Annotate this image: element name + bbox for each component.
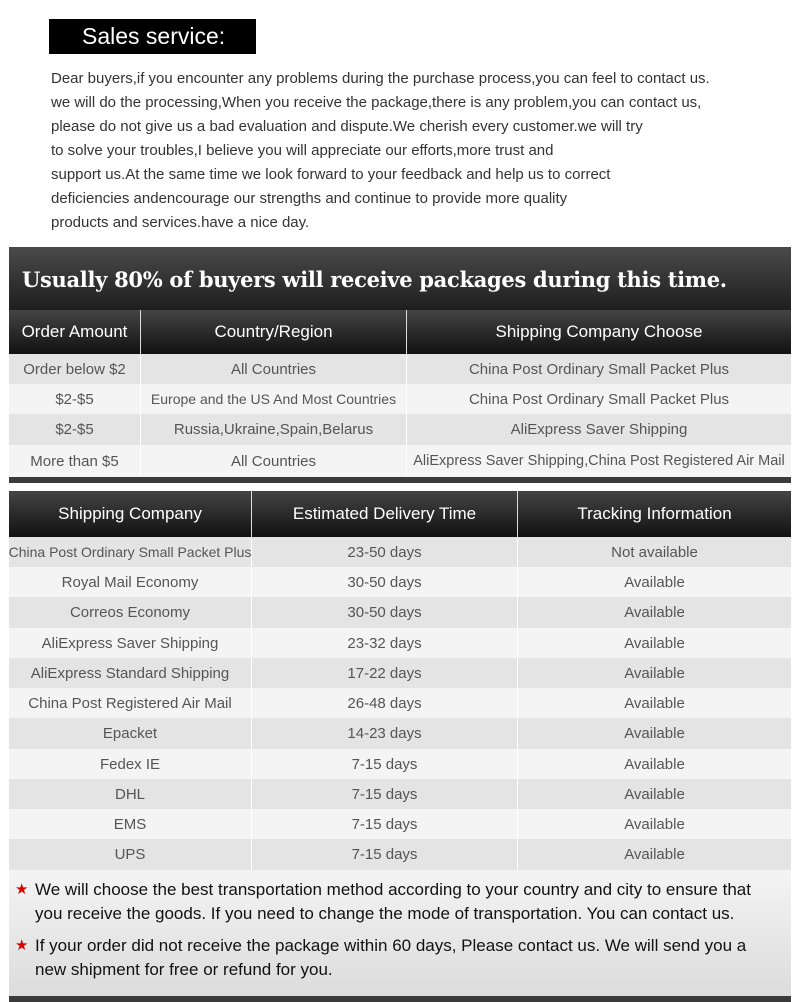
table-cell: China Post Ordinary Small Packet Plus: [468, 390, 730, 408]
table-cell: Available: [624, 573, 685, 591]
intro-line: to solve your troubles,I believe you wil…: [51, 142, 554, 159]
table-cell: 7-15 days: [252, 749, 518, 779]
table-cell: All Countries: [141, 354, 407, 384]
note-item: ★ We will choose the best transportation …: [15, 878, 781, 926]
table-cell: China Post Ordinary Small Packet Plus: [9, 537, 252, 567]
intro-line: we will do the processing,When you recei…: [51, 94, 702, 111]
table-row: Epacket 14-23 days Available: [9, 718, 791, 749]
table-cell: Order below $2: [9, 354, 141, 384]
table-cell: Fedex IE: [9, 749, 252, 779]
table-cell: Available: [624, 785, 685, 803]
delivery-banner: Usually 80% of buyers will receive packa…: [9, 247, 791, 310]
table-cell: 7-15 days: [252, 809, 518, 839]
table-cell: Available: [624, 604, 685, 621]
table-row: More than $5 All Countries AliExpress Save…: [9, 445, 791, 477]
table-cell: 7-15 days: [252, 779, 518, 809]
table-cell: 30-50 days: [252, 567, 518, 597]
table-cell: Available: [624, 634, 685, 652]
table-row: AliExpress Saver Shipping 23-32 days Avail…: [9, 628, 791, 658]
table-cell: Available: [624, 846, 685, 863]
column-header: Order Amount: [9, 310, 141, 354]
table-cell: 17-22 days: [252, 658, 518, 688]
table-cell: Royal Mail Economy: [9, 567, 252, 597]
divider: [9, 996, 791, 1002]
table-cell: 23-32 days: [252, 628, 518, 658]
table-row: DHL 7-15 days Available: [9, 779, 791, 809]
column-header: Country/Region: [141, 310, 407, 354]
table-cell: Available: [624, 725, 685, 742]
table-cell: AliExpress Standard Shipping: [9, 658, 252, 688]
note-text: We will choose the best transportation m…: [35, 880, 751, 923]
intro-line: please do not give us a bad evaluation a…: [51, 118, 643, 135]
table-row: Correos Economy 30-50 days Available: [9, 597, 791, 628]
shipping-company-table: Shipping Company Estimated Delivery Time T…: [9, 491, 791, 1002]
table-cell: Available: [624, 755, 685, 773]
note-text: If your order did not receive the packag…: [35, 936, 747, 979]
table-cell: AliExpress Saver Shipping,China Post Reg…: [413, 453, 785, 469]
column-header: Shipping Company Choose: [495, 322, 703, 341]
column-header: Estimated Delivery Time: [252, 491, 518, 537]
notes: ★ We will choose the best transportation …: [9, 870, 791, 996]
table-row: Royal Mail Economy 30-50 days Available: [9, 567, 791, 597]
table-cell: Available: [624, 815, 685, 833]
table-cell: Available: [624, 694, 685, 712]
table-row: China Post Ordinary Small Packet Plus 23-…: [9, 537, 791, 567]
table-row: UPS 7-15 days Available: [9, 839, 791, 870]
table-cell: $2-$5: [9, 384, 141, 414]
table-cell: Correos Economy: [9, 597, 252, 628]
intro-line: products and services.have a nice day.: [51, 214, 310, 231]
column-header: Tracking Information: [577, 504, 732, 523]
star-icon: ★: [15, 881, 29, 898]
table-cell: Europe and the US And Most Countries: [141, 384, 407, 414]
table-row: China Post Registered Air Mail 26-48 days…: [9, 688, 791, 718]
order-amount-table: Usually 80% of buyers will receive packa…: [9, 247, 791, 483]
sales-service-title: Sales service:: [49, 19, 256, 54]
intro-line: Dear buyers,if you encounter any problem…: [51, 70, 710, 87]
divider: [9, 477, 791, 483]
table-cell: DHL: [9, 779, 252, 809]
note-item: ★ If your order did not receive the packa…: [15, 934, 781, 982]
table-row: Fedex IE 7-15 days Available: [9, 749, 791, 779]
table-cell: 23-50 days: [252, 537, 518, 567]
table-cell: Not available: [611, 543, 698, 561]
table-cell: Russia,Ukraine,Spain,Belarus: [141, 414, 407, 445]
table-cell: AliExpress Saver Shipping: [510, 421, 688, 438]
star-icon: ★: [15, 937, 29, 954]
intro-line: support us.At the same time we look forw…: [51, 166, 611, 183]
table-row: $2-$5 Russia,Ukraine,Spain,Belarus AliExpr…: [9, 414, 791, 445]
table-cell: Available: [624, 664, 685, 682]
table-cell: AliExpress Saver Shipping: [9, 628, 252, 658]
table-row: EMS 7-15 days Available: [9, 809, 791, 839]
table-cell: Epacket: [9, 718, 252, 749]
column-header: Shipping Company: [9, 491, 252, 537]
table-cell: 7-15 days: [252, 839, 518, 870]
table-cell: All Countries: [141, 445, 407, 477]
table-cell: 14-23 days: [252, 718, 518, 749]
table-cell: 30-50 days: [252, 597, 518, 628]
intro-line: deficiencies andencourage our strengths …: [51, 190, 568, 207]
table-row: AliExpress Standard Shipping 17-22 days Av…: [9, 658, 791, 688]
table-row: $2-$5 Europe and the US And Most Countrie…: [9, 384, 791, 414]
table-cell: UPS: [9, 839, 252, 870]
table-cell: China Post Registered Air Mail: [9, 688, 252, 718]
table-cell: EMS: [9, 809, 252, 839]
table-cell: $2-$5: [9, 414, 141, 445]
table-cell: 26-48 days: [252, 688, 518, 718]
table-cell: China Post Ordinary Small Packet Plus: [468, 360, 730, 378]
intro-paragraph: Dear buyers,if you encounter any problem…: [51, 67, 791, 235]
table-row: Order below $2 All Countries China Post Or…: [9, 354, 791, 384]
table-cell: More than $5: [9, 445, 141, 477]
